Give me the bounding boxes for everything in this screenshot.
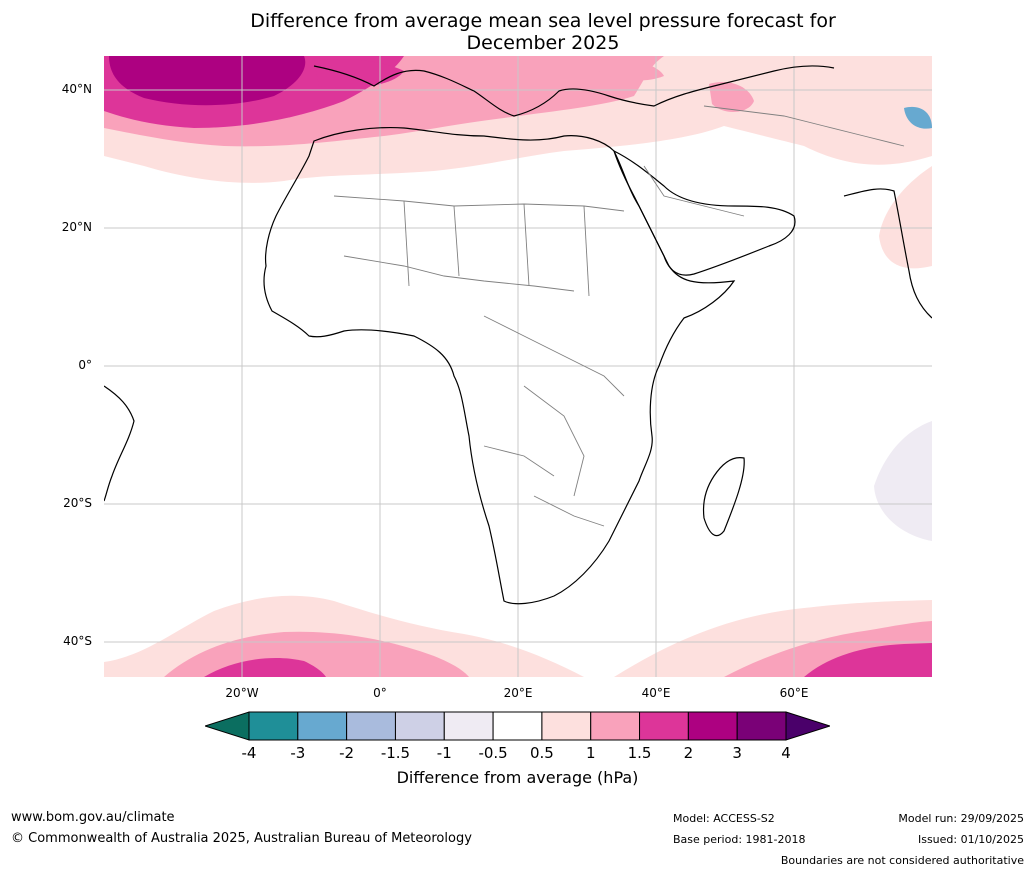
footer-copyright: © Commonwealth of Australia 2025, Austra… (11, 831, 472, 846)
footer-issued: Issued: 01/10/2025 (917, 833, 1024, 846)
colorbar-tick-label: -1 (436, 744, 452, 762)
colorbar-tick-label: -0.5 (478, 744, 508, 762)
country-borders (333, 105, 905, 527)
lat-label-40s: 40°S (63, 634, 92, 648)
colorbar-cell (248, 711, 299, 741)
map-panel (104, 56, 932, 677)
footer-model-run: Model run: 29/09/2025 (898, 812, 1024, 825)
anomaly-tibet-neg (904, 106, 932, 129)
lon-label-0: 0° (373, 686, 387, 700)
colorbar-extend-high (785, 711, 830, 741)
anomaly-south-east-1-5 (804, 643, 932, 677)
colorbar-extend-low (205, 711, 250, 741)
gridlines (104, 56, 932, 677)
lon-label-40e: 40°E (641, 686, 671, 700)
anomaly-caucasus-1 (709, 81, 754, 112)
lat-label-40n: 40°N (61, 82, 92, 96)
colorbar-tick-label: 4 (781, 744, 791, 762)
colorbar-cell (394, 711, 445, 741)
footer-disclaimer: Boundaries are not considered authoritat… (780, 854, 1024, 867)
europe-coastline (313, 65, 835, 117)
lat-label-0: 0° (78, 358, 92, 372)
arabia-coastline (612, 149, 796, 276)
anomaly-indian-ocean-neg (874, 421, 932, 541)
footer-model: Model: ACCESS-S2 (673, 812, 775, 825)
colorbar-tick-label: 2 (683, 744, 694, 762)
colorbar-cell (736, 711, 787, 741)
south-america-coastline (104, 385, 135, 502)
lon-label-20w: 20°W (225, 686, 259, 700)
anomaly-arabian-sea (879, 166, 932, 269)
footer-base-period: Base period: 1981-2018 (673, 833, 806, 846)
colorbar-label: Difference from average (hPa) (396, 768, 639, 787)
lon-label-20e: 20°E (503, 686, 533, 700)
colorbar-cell (541, 711, 592, 741)
footer-website: www.bom.gov.au/climate (11, 810, 175, 825)
colorbar-cell (297, 711, 348, 741)
colorbar-cell (443, 711, 494, 741)
lon-label-60e: 60°E (779, 686, 809, 700)
anomaly-south-1-5 (204, 657, 326, 677)
lat-label-20s: 20°S (63, 496, 92, 510)
madagascar-coastline (702, 456, 745, 537)
colorbar-tick-label: -4 (241, 744, 257, 762)
anomaly-east-med-1 (599, 59, 664, 81)
map-svg (104, 56, 932, 677)
colorbar-cell (492, 711, 543, 741)
colorbar-cell (639, 711, 689, 741)
colorbar-tick-label: 1.5 (627, 744, 652, 762)
title-line-2: December 2025 (466, 32, 620, 54)
lat-label-20n: 20°N (61, 220, 92, 234)
colorbar-tick-label: -2 (339, 744, 355, 762)
anomaly-north-2 (109, 56, 306, 106)
colorbar-tick-label: 0.5 (529, 744, 554, 762)
colorbar-cell (687, 711, 738, 741)
colorbar-cell (590, 711, 641, 741)
colorbar-tick-label: 1 (585, 744, 596, 762)
colorbar (205, 711, 830, 741)
colorbar-tick-label: -1.5 (380, 744, 411, 762)
india-coastline (843, 188, 932, 319)
title-line-1: Difference from average mean sea level p… (250, 10, 836, 32)
map-title: Difference from average mean sea level p… (0, 10, 1035, 54)
colorbar-tick-label: 3 (732, 744, 742, 762)
colorbar-cell (346, 711, 396, 741)
colorbar-tick-label: -3 (290, 744, 306, 762)
africa-coastline (263, 127, 736, 605)
